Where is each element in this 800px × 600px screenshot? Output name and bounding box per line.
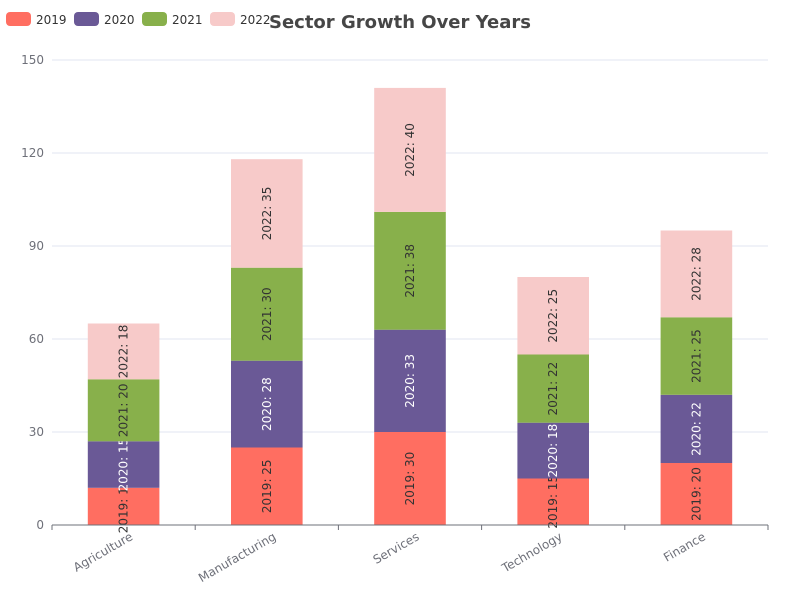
y-tick-label: 60 <box>29 332 44 346</box>
data-label: 2021: 20 <box>117 383 131 437</box>
bar-segment <box>660 394 733 463</box>
y-tick-label: 150 <box>21 53 44 67</box>
data-label: 2022: 25 <box>546 289 560 343</box>
data-label: 2019: 30 <box>403 452 417 506</box>
legend-item[interactable]: 2022 <box>210 12 271 27</box>
data-label: 2020: 22 <box>689 402 703 456</box>
data-label: 2019: 15 <box>546 475 560 529</box>
x-tick-label: Agriculture <box>71 529 135 574</box>
x-tick-label: Services <box>371 529 422 566</box>
y-tick-label: 30 <box>29 425 44 439</box>
data-label: 2020: 15 <box>117 438 131 492</box>
y-tick-label: 90 <box>29 239 44 253</box>
data-label: 2021: 25 <box>689 329 703 383</box>
legend-swatch <box>74 12 99 26</box>
legend-swatch <box>6 12 31 26</box>
x-axis: Agriculture Manufacturing Services Technolo… <box>51 524 769 585</box>
x-tick-label: Manufacturing <box>196 529 278 585</box>
legend-item[interactable]: 2019 <box>6 12 67 27</box>
legend: 2019 2020 2021 2022 <box>6 12 271 27</box>
y-axis: 0 30 60 90 120 150 <box>21 53 44 532</box>
data-label: 2021: 38 <box>403 244 417 298</box>
data-label: 2019: 20 <box>689 467 703 521</box>
data-label: 2020: 28 <box>260 377 274 431</box>
data-label: 2019: 25 <box>260 459 274 513</box>
bar-segment <box>660 230 733 318</box>
bar-segment <box>374 211 446 330</box>
bar-segment <box>517 422 589 479</box>
legend-swatch <box>210 12 235 26</box>
data-label: 2022: 35 <box>260 187 274 241</box>
bar-segment <box>231 159 303 268</box>
legend-item[interactable]: 2020 <box>74 12 135 27</box>
x-tick-label: Technology <box>499 529 565 575</box>
bar-segment <box>374 432 446 525</box>
bar-segment <box>87 487 160 525</box>
bar-segment <box>231 447 303 525</box>
data-label: 2021: 22 <box>546 362 560 416</box>
bar-segment <box>517 354 589 423</box>
x-tick-label: Finance <box>661 529 708 564</box>
legend-swatch <box>142 12 167 26</box>
bar-segment <box>231 267 303 361</box>
bar-segment <box>231 360 303 448</box>
data-label: 2020: 18 <box>546 424 560 478</box>
chart-title: Sector Growth Over Years <box>269 12 531 33</box>
legend-label: 2021 <box>172 13 203 27</box>
legend-label: 2020 <box>104 13 135 27</box>
bar-segment <box>87 441 160 488</box>
data-label: 2022: 40 <box>403 123 417 177</box>
y-tick-label: 0 <box>36 518 44 532</box>
bar-segment <box>374 87 446 212</box>
legend-item[interactable]: 2021 <box>142 12 203 27</box>
legend-label: 2022 <box>240 13 271 27</box>
data-label: 2022: 18 <box>117 325 131 379</box>
bar-segment <box>660 463 733 525</box>
bar-segment <box>660 317 733 395</box>
data-label: 2022: 28 <box>689 247 703 301</box>
legend-label: 2019 <box>36 13 67 27</box>
bar-segment <box>87 379 160 442</box>
data-label: 2021: 30 <box>260 287 274 341</box>
y-tick-label: 120 <box>21 146 44 160</box>
bar-segment <box>517 277 589 355</box>
bar-segment <box>374 329 446 432</box>
data-label: 2020: 33 <box>403 354 417 408</box>
bar-segment <box>87 323 160 380</box>
bar-segment <box>517 478 589 525</box>
data-label: 2019: 12 <box>117 480 131 534</box>
